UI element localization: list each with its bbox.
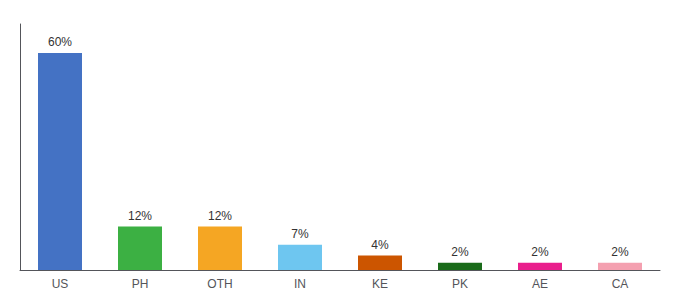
svg-text:CA: CA — [612, 277, 629, 291]
svg-text:2%: 2% — [531, 245, 549, 259]
svg-text:12%: 12% — [128, 209, 152, 223]
svg-text:AE: AE — [532, 277, 548, 291]
svg-text:IN: IN — [294, 277, 306, 291]
svg-text:2%: 2% — [451, 245, 469, 259]
svg-text:12%: 12% — [208, 209, 232, 223]
svg-text:2%: 2% — [611, 245, 629, 259]
svg-text:US: US — [52, 277, 69, 291]
svg-text:7%: 7% — [291, 227, 309, 241]
svg-text:PH: PH — [132, 277, 149, 291]
svg-text:KE: KE — [372, 277, 388, 291]
svg-text:OTH: OTH — [207, 277, 232, 291]
svg-text:4%: 4% — [371, 238, 389, 252]
svg-text:60%: 60% — [48, 35, 72, 49]
svg-text:PK: PK — [452, 277, 468, 291]
